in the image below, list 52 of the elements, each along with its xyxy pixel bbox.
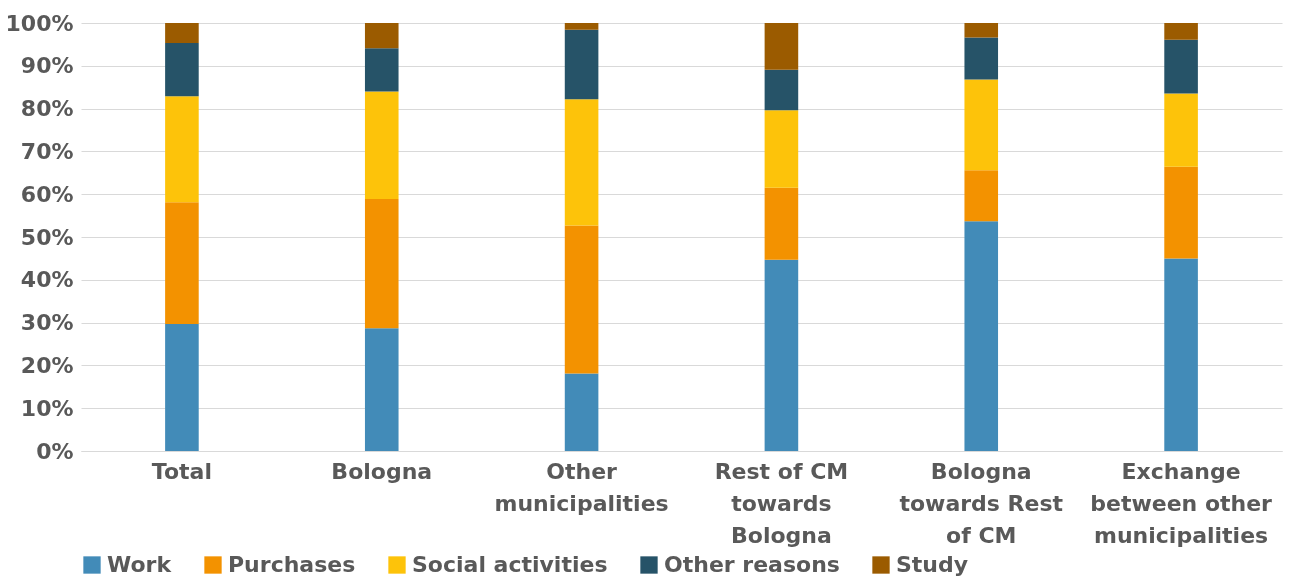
bar (764, 187, 799, 260)
bar (964, 170, 999, 222)
bar (564, 99, 599, 226)
y-tick-label: 40% (20, 267, 74, 293)
bar (1164, 258, 1198, 451)
legend-label: Social activities (412, 552, 608, 577)
bar (964, 37, 999, 80)
bar (764, 69, 799, 111)
bar (764, 259, 799, 451)
y-tick-label: 60% (20, 181, 74, 207)
bar (964, 79, 999, 171)
bar (165, 23, 199, 44)
bar (964, 23, 999, 38)
y-tick-label: 100% (5, 10, 74, 36)
y-tick-label: 80% (20, 96, 74, 122)
bar (1164, 166, 1198, 259)
bar (564, 29, 599, 100)
y-tick-label: 70% (20, 138, 74, 164)
bar (364, 91, 399, 199)
y-tick-label: 20% (20, 352, 74, 378)
bar (165, 323, 199, 451)
bar (764, 110, 799, 188)
bar (364, 23, 399, 49)
bar (564, 23, 599, 30)
bar (764, 23, 799, 70)
bar (165, 43, 199, 97)
legend-label: Other reasons (664, 552, 840, 577)
bar (364, 48, 399, 92)
bar (564, 225, 599, 374)
x-tick-label: Bologna towards Rest of CM (899, 458, 1064, 548)
y-tick-label: 30% (20, 310, 74, 336)
y-tick-label: 10% (20, 395, 74, 421)
y-tick-label: 90% (20, 53, 74, 79)
legend-label: Study (896, 552, 969, 577)
x-tick-label: Rest of CM towards Bologna (714, 458, 849, 548)
bar (165, 96, 199, 203)
x-tick-label: Total (151, 458, 212, 484)
bar (165, 202, 199, 324)
x-tick-label: Other municipalities (494, 458, 669, 516)
y-tick-label: 0% (36, 438, 74, 464)
bar (1164, 23, 1198, 40)
legend-label: Purchases (228, 552, 356, 577)
x-tick-label: Exchange between other municipalities (1090, 458, 1273, 548)
legend-label: Work (107, 552, 173, 577)
bar (1164, 39, 1198, 94)
bar (1164, 93, 1198, 167)
bar (964, 221, 999, 451)
x-tick-label: Bologna (331, 458, 433, 484)
bar (564, 373, 599, 451)
bar (364, 328, 399, 451)
y-tick-label: 50% (20, 224, 74, 250)
bar (364, 198, 399, 329)
